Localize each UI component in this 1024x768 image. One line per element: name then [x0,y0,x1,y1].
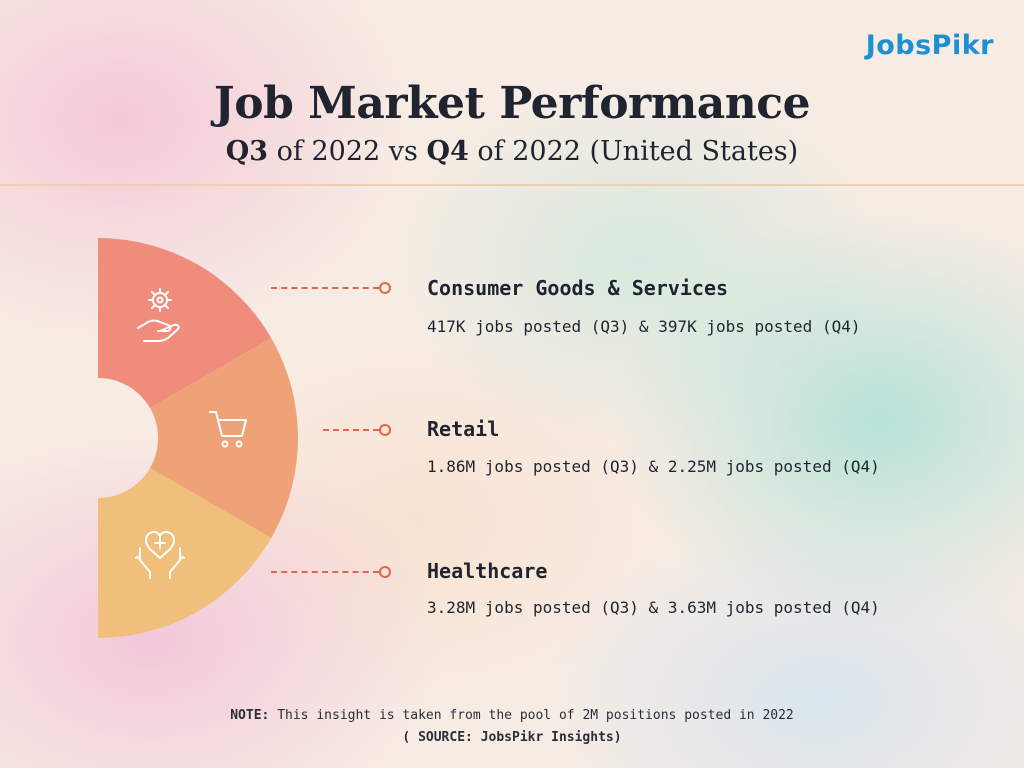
page-title: Job Market Performance [213,78,811,129]
gear-hand-icon [137,288,180,342]
connector-retail [323,424,391,436]
subtitle-end: of 2022 (United States) [468,136,799,167]
segment-retail [150,338,298,538]
footer-note: NOTE: This insight is taken from the poo… [0,708,1024,723]
jobspikr-logo: JobsPikr [865,30,994,61]
connector-healthcare [271,566,391,578]
header-divider [0,184,1024,186]
subtitle-q3: Q3 [225,136,269,167]
item-desc-healthcare: 3.28M jobs posted (Q3) & 3.63M jobs post… [427,598,880,617]
item-title-consumer-goods: Consumer Goods & Services [427,276,729,300]
sector-fan-graphic [98,238,298,638]
shopping-cart-icon [209,411,247,448]
note-label: NOTE: [230,708,270,723]
connector-consumer-goods [271,282,391,294]
item-desc-retail: 1.86M jobs posted (Q3) & 2.25M jobs post… [427,457,880,476]
heart-hands-icon [135,531,185,579]
subtitle-q4: Q4 [426,136,469,167]
segment-consumer-goods [98,238,272,408]
item-title-retail: Retail [427,417,500,441]
page-subtitle: Q3 of 2022 vs Q4 of 2022 (United States) [0,136,1024,167]
subtitle-mid: of 2022 vs [268,136,427,167]
item-title-healthcare: Healthcare [427,559,548,583]
item-desc-consumer-goods: 417K jobs posted (Q3) & 397K jobs posted… [427,317,861,336]
note-text: This insight is taken from the pool of 2… [269,708,794,723]
footer-source: ( SOURCE: JobsPikr Insights) [402,730,622,745]
segment-healthcare [98,468,272,638]
